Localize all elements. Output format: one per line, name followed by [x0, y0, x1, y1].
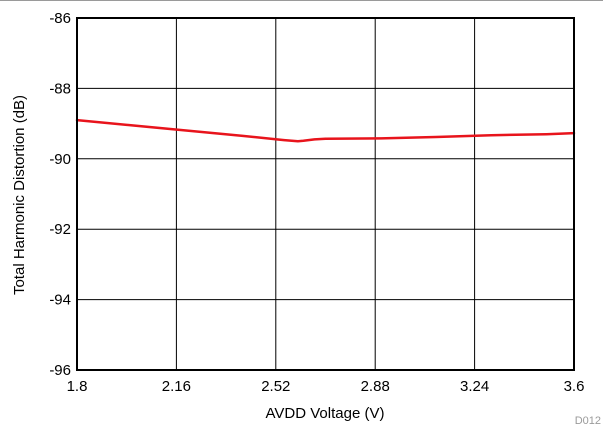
y-tick-label: -86 — [49, 10, 71, 27]
x-tick-label: 2.16 — [162, 378, 191, 395]
y-tick-label: -92 — [49, 221, 71, 238]
figure-id-footnote: D012 — [575, 415, 601, 427]
x-tick-label: 3.24 — [460, 378, 489, 395]
y-tick-label: -94 — [49, 292, 71, 309]
x-axis-title: AVDD Voltage (V) — [266, 405, 385, 422]
grid-lines — [76, 17, 575, 371]
y-axis-title: Total Harmonic Distortion (dB) — [11, 95, 28, 295]
x-tick-label: 1.8 — [67, 378, 88, 395]
x-tick-label: 2.52 — [261, 378, 290, 395]
y-tick-label: -88 — [49, 80, 71, 97]
top-rule — [0, 0, 603, 1]
x-tick-labels: 1.8 2.16 2.52 2.88 3.24 3.6 — [67, 378, 585, 395]
y-tick-label: -96 — [49, 362, 71, 379]
series-group — [75, 118, 576, 143]
y-tick-label: -90 — [49, 151, 71, 168]
plot-frame — [76, 17, 575, 371]
x-tick-label: 2.88 — [361, 378, 390, 395]
thd-series-line — [75, 118, 576, 143]
y-tick-labels: -86 -88 -90 -92 -94 -96 — [49, 10, 71, 379]
x-tick-label: 3.6 — [564, 378, 585, 395]
